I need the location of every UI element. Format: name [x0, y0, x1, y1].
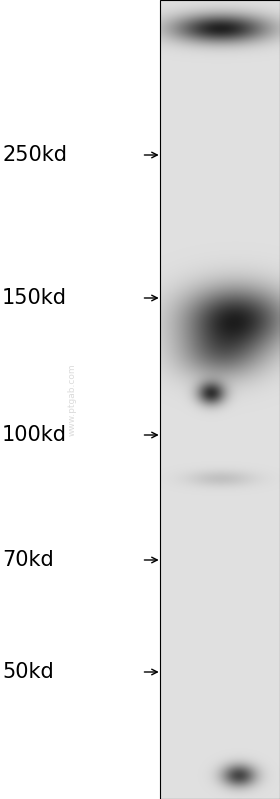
Text: 50kd: 50kd	[2, 662, 54, 682]
Text: 250kd: 250kd	[2, 145, 67, 165]
Text: 100kd: 100kd	[2, 425, 67, 445]
Text: 70kd: 70kd	[2, 550, 54, 570]
Bar	[160, 0, 280, 799]
Text: 150kd: 150kd	[2, 288, 67, 308]
Text: www.ptgab.com: www.ptgab.com	[67, 364, 76, 435]
